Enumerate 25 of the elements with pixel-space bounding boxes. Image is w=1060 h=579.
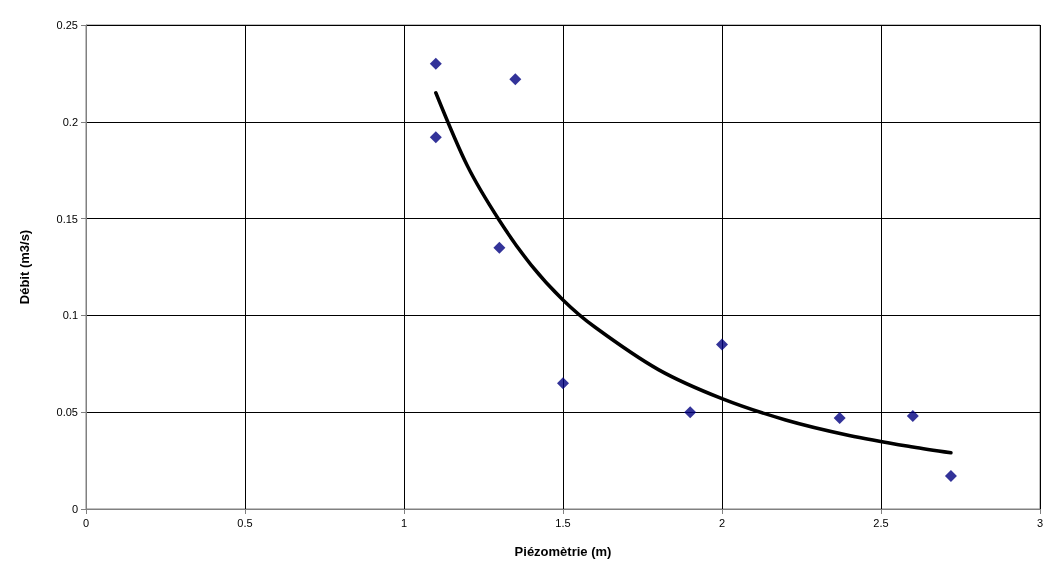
point <box>716 338 728 351</box>
x-tick-label: 1 <box>400 516 408 529</box>
x-tick-label: 1.5 <box>555 516 571 529</box>
y-tick-label: 0.2 <box>62 115 78 128</box>
x-tick-label: 2.5 <box>873 516 889 529</box>
point <box>684 406 697 419</box>
point <box>429 131 442 144</box>
y-axis-title: Débit (m3/s) <box>17 229 32 305</box>
x-tick-label: 3 <box>1036 516 1044 529</box>
point <box>429 57 442 70</box>
x-tick-label: 2 <box>718 516 726 529</box>
y-tick-label: 0.1 <box>62 309 78 322</box>
y-tick-label: 0.25 <box>56 19 78 31</box>
point <box>493 241 506 254</box>
x-axis-title: Piézomètrie (m) <box>514 544 612 559</box>
point <box>944 470 957 483</box>
point <box>906 410 919 423</box>
point <box>509 73 522 86</box>
point <box>557 377 569 390</box>
x-tick-label: 0 <box>82 516 90 529</box>
y-tick-label: 0 <box>71 503 78 515</box>
x-tick-label: 0.5 <box>237 516 253 529</box>
y-tick-label: 0.15 <box>56 212 78 225</box>
point <box>833 412 846 425</box>
y-tick-label: 0.05 <box>56 406 78 419</box>
